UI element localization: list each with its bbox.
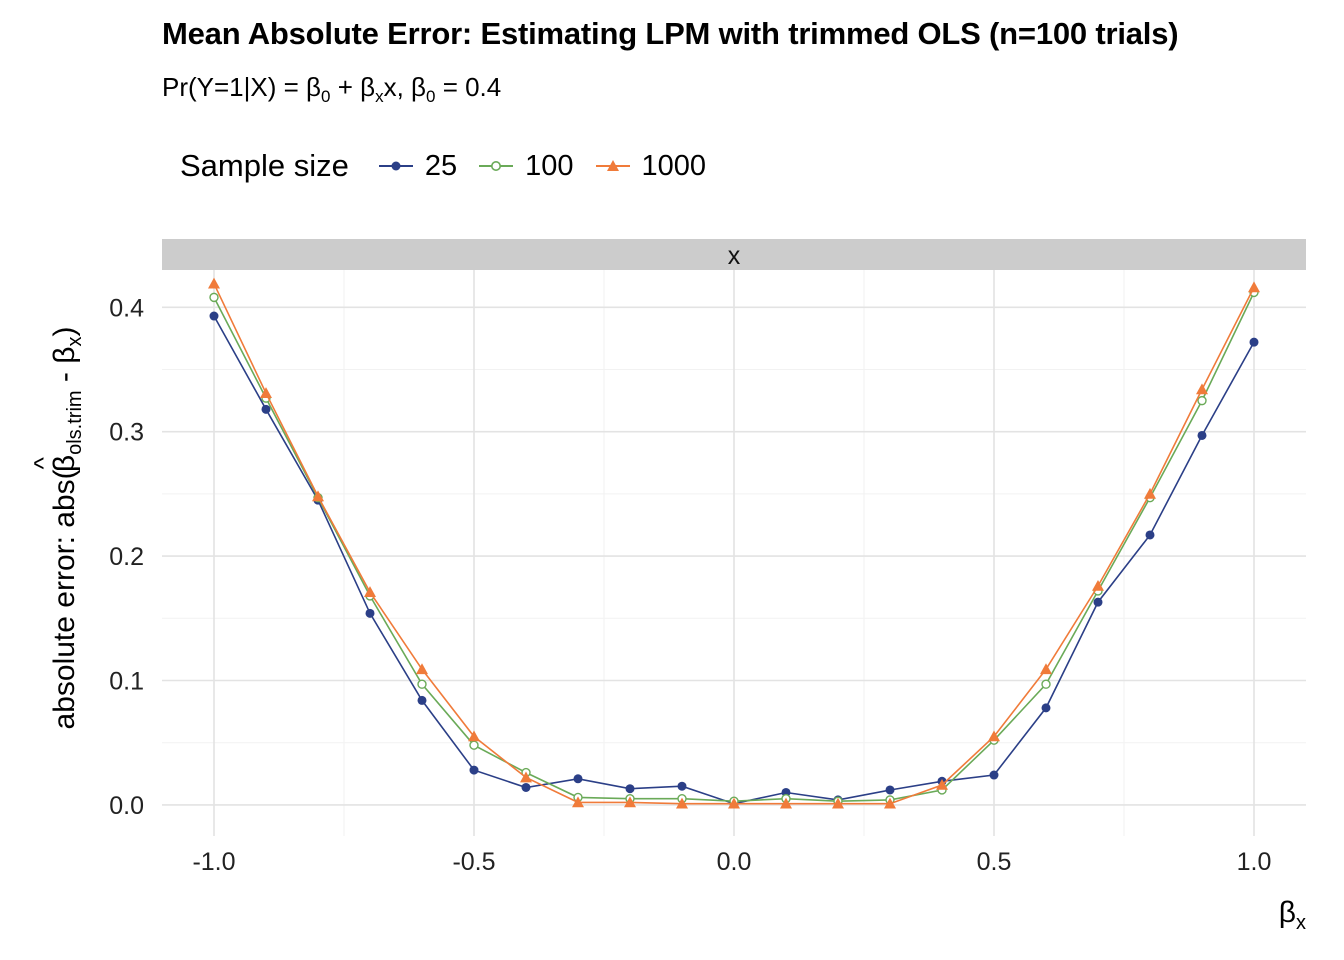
point-25 bbox=[417, 695, 427, 705]
point-1000 bbox=[1144, 487, 1156, 499]
point-1000 bbox=[468, 730, 480, 742]
point-25 bbox=[1249, 337, 1259, 347]
point-100 bbox=[417, 679, 427, 689]
point-1000 bbox=[1248, 281, 1260, 293]
legend-label-100: 100 bbox=[525, 149, 574, 182]
legend-label-1000: 1000 bbox=[641, 149, 707, 182]
point-25 bbox=[209, 311, 219, 321]
x-axis-label: βx bbox=[1279, 896, 1306, 934]
legend-key-circle-filled bbox=[378, 161, 413, 171]
y-tick-label: 0.2 bbox=[109, 543, 144, 571]
legend-key-triangle bbox=[595, 160, 630, 171]
facet-strip-label: x bbox=[728, 242, 741, 270]
subtitle-text-post: = 0.4 bbox=[435, 72, 502, 102]
point-25 bbox=[1145, 530, 1155, 540]
point-1000 bbox=[312, 490, 324, 502]
point-25 bbox=[989, 770, 999, 780]
subtitle-beta0-b: β bbox=[411, 72, 426, 102]
point-25 bbox=[1197, 430, 1207, 440]
point-1000 bbox=[208, 277, 220, 289]
legend-title: Sample size bbox=[180, 148, 349, 183]
point-25 bbox=[625, 784, 635, 794]
point-1000 bbox=[676, 797, 688, 809]
point-1000 bbox=[520, 771, 532, 783]
point-25 bbox=[261, 404, 271, 414]
legend-item-100: 100 bbox=[479, 149, 574, 183]
y-axis-label: absolute error: abs(^βols.trim - βx) bbox=[28, 327, 86, 730]
chart-subtitle: Pr(Y=1|X) = β0 + βxx, β0 = 0.4 bbox=[162, 72, 501, 107]
point-25 bbox=[365, 608, 375, 618]
point-1000 bbox=[936, 778, 948, 790]
point-1000 bbox=[884, 797, 896, 809]
point-100 bbox=[469, 740, 479, 750]
y-label-pre: absolute error: abs( bbox=[48, 469, 81, 729]
point-25 bbox=[521, 782, 531, 792]
y-label-close: ) bbox=[48, 327, 81, 337]
legend-item-1000: 1000 bbox=[595, 149, 707, 183]
y-axis-label-group: absolute error: abs(^βols.trim - βx) bbox=[28, 327, 86, 730]
point-1000 bbox=[988, 730, 1000, 742]
point-1000 bbox=[624, 796, 636, 808]
x-tick-label: 0.0 bbox=[717, 848, 752, 876]
point-1000 bbox=[1040, 663, 1052, 675]
x-tick-label: 1.0 bbox=[1237, 848, 1272, 876]
point-25 bbox=[1093, 597, 1103, 607]
point-100 bbox=[1197, 395, 1207, 406]
legend-item-25: 25 bbox=[378, 149, 458, 183]
point-100 bbox=[209, 292, 219, 303]
y-tick-label: 0.1 bbox=[109, 668, 144, 696]
x-tick-label: -0.5 bbox=[452, 848, 495, 876]
y-label-hat: ^ bbox=[28, 456, 58, 469]
y-tick-label: 0.4 bbox=[109, 294, 144, 322]
y-label-beta: β bbox=[48, 455, 81, 472]
point-25 bbox=[469, 765, 479, 775]
point-1000 bbox=[832, 797, 844, 809]
subtitle-plus: + bbox=[330, 72, 361, 102]
point-1000 bbox=[1196, 383, 1208, 395]
point-1000 bbox=[260, 387, 272, 398]
legend-label-25: 25 bbox=[424, 149, 458, 182]
point-1000 bbox=[416, 663, 428, 675]
y-tick-label: 0.3 bbox=[109, 419, 144, 447]
subtitle-beta0: β bbox=[306, 72, 321, 102]
subtitle-beta0-sub: 0 bbox=[321, 87, 331, 107]
y-label-sub2: x bbox=[64, 337, 86, 347]
subtitle-text-mid: x, bbox=[383, 72, 412, 102]
legend-key-circle-open bbox=[479, 161, 514, 171]
point-100 bbox=[1041, 679, 1051, 689]
x-tick-label: -1.0 bbox=[192, 848, 235, 876]
point-25 bbox=[1041, 703, 1051, 713]
y-label-post: - β bbox=[48, 347, 81, 391]
subtitle-betax-sub: x bbox=[375, 87, 384, 107]
point-1000 bbox=[780, 797, 792, 809]
point-1000 bbox=[364, 586, 376, 597]
point-25 bbox=[573, 774, 583, 784]
subtitle-beta0-b-sub: 0 bbox=[426, 87, 436, 107]
point-1000 bbox=[572, 796, 584, 808]
x-axis-label-sub: x bbox=[1296, 912, 1306, 934]
x-tick-label: 0.5 bbox=[977, 848, 1012, 876]
subtitle-text-pre: Pr(Y=1|X) = bbox=[162, 72, 307, 102]
x-axis-label-main: β bbox=[1279, 896, 1296, 929]
chart-title: Mean Absolute Error: Estimating LPM with… bbox=[162, 16, 1179, 51]
subtitle-betax: β bbox=[360, 72, 376, 102]
point-25 bbox=[677, 781, 687, 791]
legend: Sample size 25 100 1000 bbox=[180, 144, 728, 188]
y-tick-label: 0.0 bbox=[109, 792, 144, 820]
y-label-sub: ols.trim bbox=[64, 390, 86, 454]
point-1000 bbox=[1092, 579, 1104, 591]
point-25 bbox=[885, 785, 895, 795]
point-1000 bbox=[728, 797, 740, 809]
facet-strip bbox=[162, 239, 1306, 270]
